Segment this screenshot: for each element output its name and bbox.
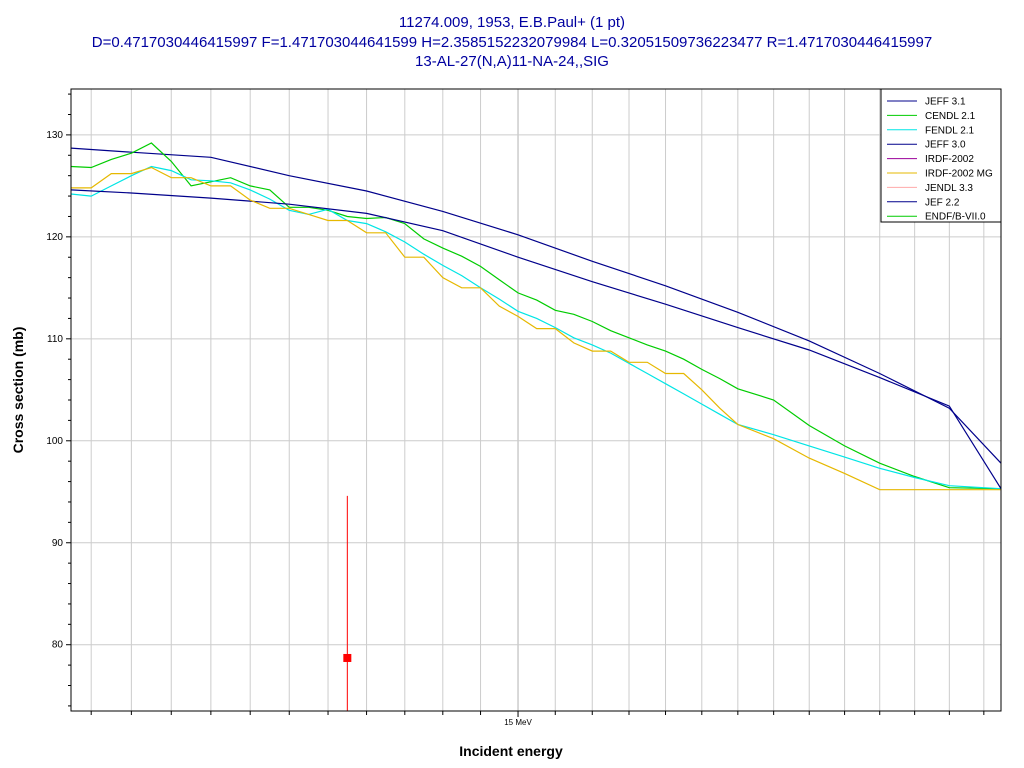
y-tick-label: 100 (46, 436, 63, 447)
legend-label: CENDL 2.1 (925, 111, 976, 122)
legend-label: IRDF-2002 MG (925, 169, 993, 180)
axis-ticks (66, 93, 985, 717)
legend-label: FENDL 2.1 (925, 125, 975, 136)
y-tick-label: 120 (46, 232, 63, 243)
legend[interactable]: JEFF 3.1 CENDL 2.1 FENDL 2.1 JEFF 3.0 IRDF-2… (880, 88, 1002, 223)
x-tick-label: 15 MeV (504, 718, 532, 727)
series-line (70, 147, 1002, 464)
experimental-points (343, 495, 352, 711)
y-tick-label: 130 (46, 130, 63, 141)
legend-label: IRDF-2002 (925, 154, 974, 165)
y-tick-label: 110 (47, 334, 63, 345)
x-axis-title: Incident energy (459, 743, 563, 759)
series-layer (70, 142, 1002, 491)
legend-label: JEFF 3.0 (925, 140, 966, 151)
y-tick-labels: 80 90 100 110 120 130 (46, 130, 63, 651)
grid (71, 89, 1001, 711)
legend-label: JEFF 3.1 (925, 97, 966, 108)
legend-box (880, 88, 1002, 223)
x-tick-labels: 15 MeV (504, 718, 532, 727)
legend-label: JENDL 3.3 (925, 183, 973, 194)
chart-title-line-1: 11274.009, 1953, E.B.Paul+ (1 pt) (398, 14, 626, 31)
y-tick-label: 90 (52, 538, 64, 549)
y-tick-label: 80 (52, 640, 64, 651)
series-line (71, 166, 1001, 491)
y-axis-title: Cross section (mb) (10, 327, 26, 454)
chart-title-line-2: D=0.4717030446415997 F=1.471703044641599… (91, 34, 933, 51)
legend-label: JEF 2.2 (925, 197, 960, 208)
series-line (70, 142, 1002, 490)
chart-title-line-3: 13-AL-27(N,A)11-NA-24,,SIG (415, 53, 609, 70)
legend-label: ENDF/B-VII.0 (925, 212, 986, 223)
series-line (70, 189, 1002, 490)
data-point[interactable] (343, 653, 352, 662)
